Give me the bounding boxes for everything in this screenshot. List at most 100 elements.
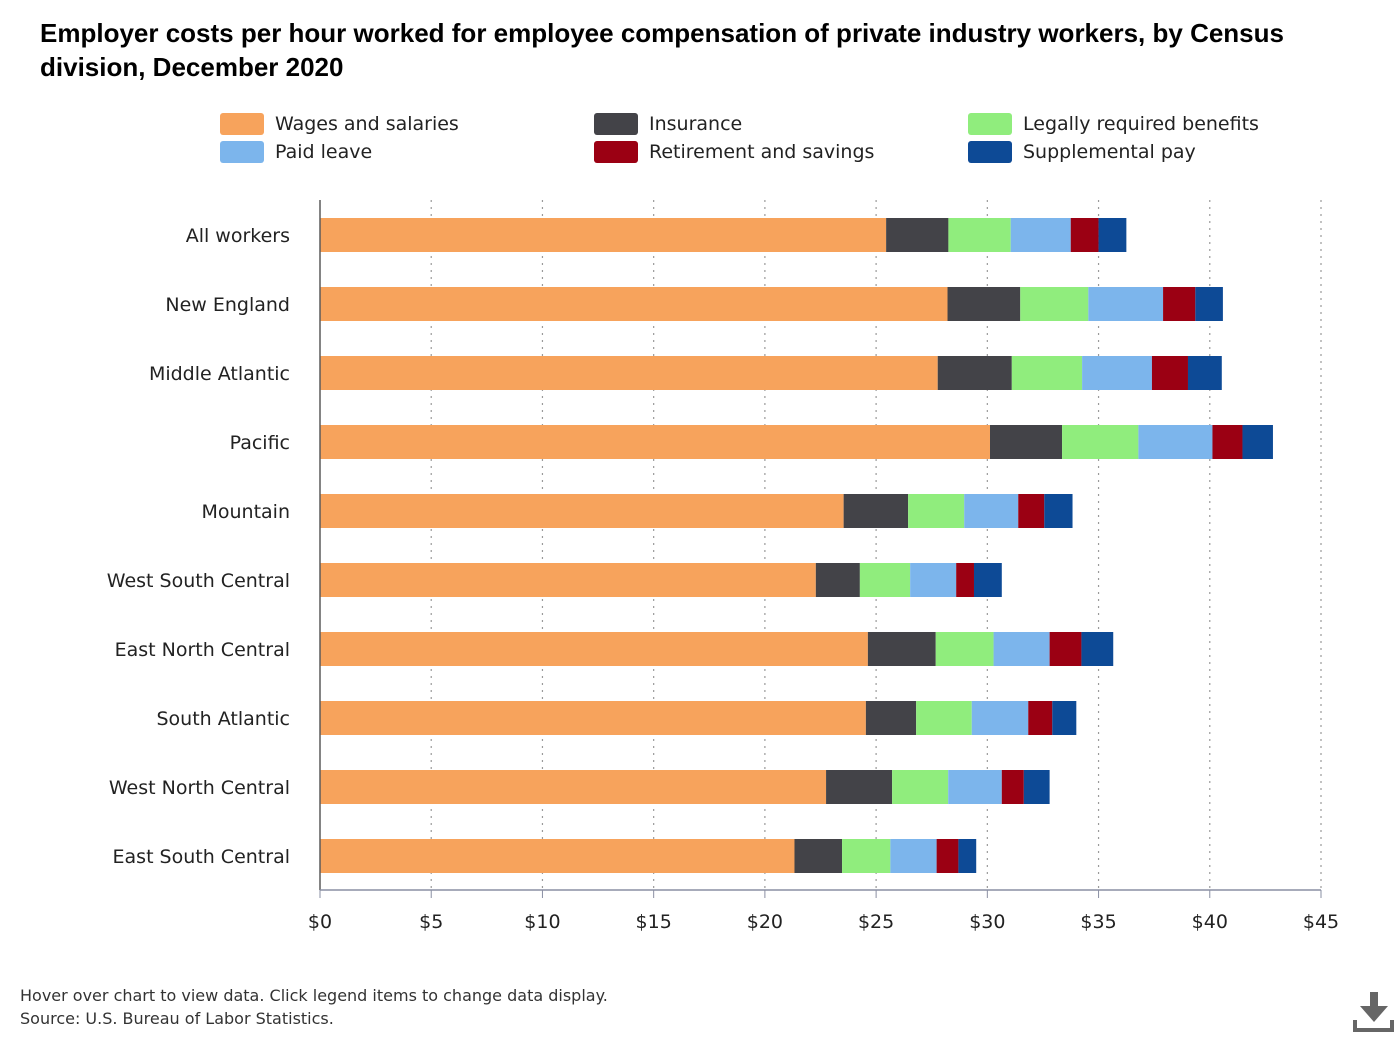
category-label-west-south-central: West South Central (107, 570, 290, 592)
bar-pacific-paid-leave[interactable] (1138, 425, 1213, 459)
bar-south-atlantic-paid-leave[interactable] (971, 701, 1029, 735)
bar-mountain-retirement-and-savings[interactable] (1018, 494, 1045, 528)
source-note: Source: U.S. Bureau of Labor Statistics. (20, 1009, 334, 1028)
bar-east-north-central-paid-leave[interactable] (993, 632, 1050, 666)
bar-middle-atlantic-supplemental-pay[interactable] (1187, 356, 1222, 390)
bar-west-south-central-retirement-and-savings[interactable] (956, 563, 974, 597)
bar-east-south-central-supplemental-pay[interactable] (958, 839, 977, 873)
bar-middle-atlantic-wages-and-salaries[interactable] (320, 356, 938, 390)
bar-east-north-central-supplemental-pay[interactable] (1081, 632, 1114, 666)
bar-pacific-supplemental-pay[interactable] (1242, 425, 1273, 459)
bar-mountain-wages-and-salaries[interactable] (320, 494, 844, 528)
download-button[interactable] (1350, 990, 1396, 1036)
axes (319, 200, 1322, 898)
bar-south-atlantic-supplemental-pay[interactable] (1052, 701, 1077, 735)
bar-new-england-insurance[interactable] (947, 287, 1021, 321)
bar-west-south-central-wages-and-salaries[interactable] (320, 563, 816, 597)
bar-chart: $0 $5 $10 $15 $20 $25 $30 $35 $40 $45 All workers N… (107, 200, 1339, 933)
bar-mountain-legally-required-benefits[interactable] (908, 494, 965, 528)
legend-swatch (968, 141, 1012, 163)
bar-all-workers-wages-and-salaries[interactable] (320, 218, 887, 252)
bar-middle-atlantic-insurance[interactable] (937, 356, 1012, 390)
category-label-south-atlantic: South Atlantic (156, 708, 290, 730)
bar-east-north-central-retirement-and-savings[interactable] (1049, 632, 1082, 666)
bar-west-north-central-supplemental-pay[interactable] (1023, 770, 1050, 804)
legend-swatch (968, 113, 1012, 135)
bar-south-atlantic-legally-required-benefits[interactable] (916, 701, 972, 735)
bar-south-atlantic-retirement-and-savings[interactable] (1028, 701, 1053, 735)
bar-south-atlantic-wages-and-salaries[interactable] (320, 701, 866, 735)
legend: Wages and salaries Insurance Legally requi… (220, 112, 1370, 172)
x-tick-label: $15 (636, 911, 672, 933)
bar-east-north-central-legally-required-benefits[interactable] (935, 632, 994, 666)
bar-east-south-central-retirement-and-savings[interactable] (936, 839, 959, 873)
category-label-mountain: Mountain (201, 501, 290, 523)
bar-east-north-central-insurance[interactable] (867, 632, 936, 666)
bar-west-north-central-retirement-and-savings[interactable] (1001, 770, 1024, 804)
category-label-east-north-central: East North Central (115, 639, 290, 661)
x-tick-label: $30 (969, 911, 1005, 933)
legend-swatch (220, 141, 264, 163)
chart-title: Employer costs per hour worked for emplo… (40, 18, 1284, 82)
category-label-pacific: Pacific (230, 432, 290, 454)
category-label-all-workers: All workers (186, 225, 290, 247)
bar-east-south-central-wages-and-salaries[interactable] (320, 839, 795, 873)
bar-new-england-legally-required-benefits[interactable] (1020, 287, 1089, 321)
bar-west-north-central-wages-and-salaries[interactable] (320, 770, 827, 804)
bar-west-south-central-paid-leave[interactable] (910, 563, 957, 597)
category-label-middle-atlantic: Middle Atlantic (149, 363, 290, 385)
bar-west-north-central-paid-leave[interactable] (948, 770, 1002, 804)
x-tick-label: $25 (858, 911, 894, 933)
legend-label: Paid leave (275, 141, 373, 163)
bar-mountain-paid-leave[interactable] (964, 494, 1019, 528)
bar-south-atlantic-insurance[interactable] (865, 701, 917, 735)
bar-all-workers-retirement-and-savings[interactable] (1070, 218, 1099, 252)
bar-all-workers-legally-required-benefits[interactable] (948, 218, 1011, 252)
bar-all-workers-supplemental-pay[interactable] (1098, 218, 1127, 252)
bar-east-south-central-paid-leave[interactable] (890, 839, 937, 873)
bar-pacific-retirement-and-savings[interactable] (1212, 425, 1243, 459)
category-label-west-north-central: West North Central (109, 777, 290, 799)
bar-middle-atlantic-paid-leave[interactable] (1082, 356, 1152, 390)
legend-label: Retirement and savings (649, 141, 875, 163)
category-label-east-south-central: East South Central (113, 846, 290, 868)
legend-label: Supplemental pay (1023, 141, 1196, 163)
bar-new-england-wages-and-salaries[interactable] (320, 287, 948, 321)
legend-swatch (594, 141, 638, 163)
bars (320, 218, 1273, 873)
x-tick-label: $45 (1303, 911, 1339, 933)
bar-pacific-legally-required-benefits[interactable] (1062, 425, 1139, 459)
bar-new-england-supplemental-pay[interactable] (1195, 287, 1223, 321)
legend-label: Wages and salaries (275, 113, 459, 135)
bar-pacific-insurance[interactable] (990, 425, 1063, 459)
bar-middle-atlantic-legally-required-benefits[interactable] (1011, 356, 1083, 390)
bar-west-north-central-legally-required-benefits[interactable] (892, 770, 949, 804)
legend-label: Legally required benefits (1023, 113, 1259, 135)
bar-new-england-paid-leave[interactable] (1088, 287, 1164, 321)
bar-east-south-central-insurance[interactable] (794, 839, 843, 873)
bar-mountain-insurance[interactable] (843, 494, 909, 528)
bar-mountain-supplemental-pay[interactable] (1044, 494, 1073, 528)
chart-footer: Hover over chart to view data. Click leg… (20, 984, 608, 1030)
legend-label: Insurance (649, 113, 743, 135)
x-tick-label: $20 (747, 911, 783, 933)
bar-all-workers-insurance[interactable] (886, 218, 949, 252)
bar-east-south-central-legally-required-benefits[interactable] (842, 839, 891, 873)
x-tick-label: $0 (308, 911, 332, 933)
legend-swatch (220, 113, 264, 135)
bar-all-workers-paid-leave[interactable] (1010, 218, 1071, 252)
x-tick-label: $40 (1192, 911, 1228, 933)
bar-pacific-wages-and-salaries[interactable] (320, 425, 991, 459)
footer-note: Hover over chart to view data. Click leg… (20, 986, 608, 1005)
bar-west-north-central-insurance[interactable] (826, 770, 893, 804)
x-tick-label: $5 (419, 911, 443, 933)
bar-new-england-retirement-and-savings[interactable] (1163, 287, 1196, 321)
bar-west-south-central-supplemental-pay[interactable] (973, 563, 1002, 597)
x-tick-label: $10 (524, 911, 560, 933)
bar-east-north-central-wages-and-salaries[interactable] (320, 632, 868, 666)
bar-middle-atlantic-retirement-and-savings[interactable] (1151, 356, 1188, 390)
legend-swatch (594, 113, 638, 135)
bar-west-south-central-insurance[interactable] (815, 563, 860, 597)
category-label-new-england: New England (165, 294, 290, 316)
bar-west-south-central-legally-required-benefits[interactable] (859, 563, 911, 597)
